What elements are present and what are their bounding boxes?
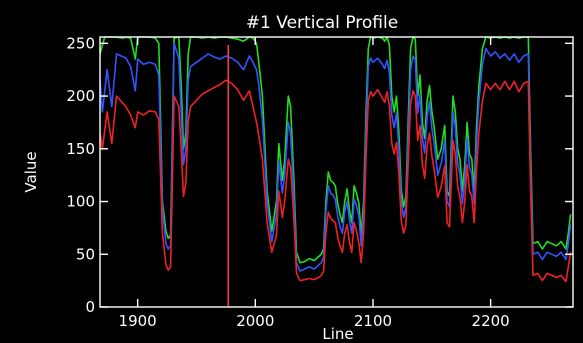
series-line-2 [99,42,572,272]
y-tick-label-100: 100 [66,193,95,211]
y-tick-label-150: 150 [66,140,95,158]
chart-title: #1 Vertical Profile [246,13,398,33]
x-axis-label: Line [322,325,353,343]
y-tick-label-250: 250 [66,34,95,52]
x-tick-label-1900: 1900 [119,312,157,330]
y-tick-label-50: 50 [76,245,95,263]
series-line-3 [99,79,572,283]
x-tick-label-2000: 2000 [236,312,274,330]
x-tick-label-2100: 2100 [354,312,392,330]
y-axis-label: Value [22,151,40,192]
plot-area-border [99,36,574,308]
series-layer [99,36,572,307]
x-tick-label-2200: 2200 [472,312,510,330]
axes-layer: 1900 2000 2100 2200 0 50 100 150 200 250 [66,34,574,330]
y-tick-label-0: 0 [85,298,95,316]
y-tick-label-200: 200 [66,87,95,105]
